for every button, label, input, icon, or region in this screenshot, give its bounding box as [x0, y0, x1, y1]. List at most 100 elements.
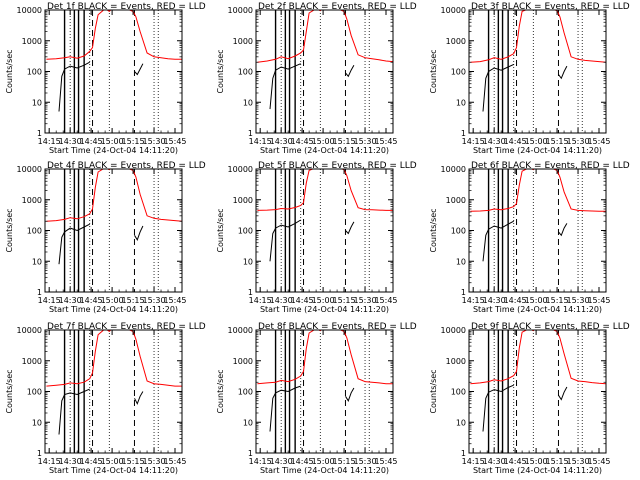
x-tick-label: 14:15 — [38, 296, 61, 305]
x-tick-label: 15:00 — [101, 457, 124, 466]
x-tick-label: 14:45 — [80, 296, 103, 305]
y-tick-label: 1 — [37, 449, 42, 458]
x-tick-label: 15:45 — [374, 296, 397, 305]
series-events — [269, 219, 301, 262]
y-tick-label: 100 — [238, 388, 253, 397]
y-tick-label: 1000 — [233, 357, 253, 366]
y-tick-label: 10 — [32, 418, 42, 427]
y-axis-label: Counts/sec — [429, 49, 438, 93]
series-events — [269, 63, 301, 110]
x-tick-label: 14:30 — [59, 296, 82, 305]
y-tick-label: 10000 — [228, 6, 253, 15]
x-tick-label: 15:00 — [312, 457, 335, 466]
y-axis-label: Counts/sec — [429, 208, 438, 252]
y-tick-label: 1000 — [22, 37, 42, 46]
x-tick-label: 15:15 — [122, 296, 145, 305]
x-tick-label: 15:00 — [525, 137, 548, 146]
plot-area — [257, 330, 393, 453]
x-tick-label: 15:45 — [374, 137, 397, 146]
panel-4: Det 4f BLACK = Events, RED = LLD 1 10 100 10… — [5, 161, 206, 314]
series-lld — [470, 10, 606, 63]
x-tick-label: 14:45 — [504, 296, 527, 305]
y-tick-label: 1000 — [22, 196, 42, 205]
x-tick-label: 14:15 — [249, 137, 272, 146]
series-events — [269, 385, 301, 432]
x-axis-label: Start Time (24-Oct-04 14:11:20) — [49, 466, 178, 475]
x-tick-label: 14:30 — [483, 137, 506, 146]
series-events — [558, 65, 568, 80]
panel-title: Det 6f BLACK = Events, RED = LLD — [471, 161, 630, 171]
y-axis-label: Counts/sec — [5, 49, 14, 93]
x-tick-label: 15:00 — [101, 296, 124, 305]
x-axis-label: Start Time (24-Oct-04 14:11:20) — [260, 146, 389, 155]
series-events — [482, 384, 514, 432]
x-tick-label: 14:15 — [38, 137, 61, 146]
y-tick-label: 1000 — [446, 196, 466, 205]
y-tick-label: 1 — [461, 449, 466, 458]
panel-title: Det 1f BLACK = Events, RED = LLD — [47, 2, 206, 12]
series-lld — [470, 330, 606, 385]
y-tick-label: 10000 — [441, 6, 466, 15]
x-tick-label: 14:30 — [270, 137, 293, 146]
x-tick-label: 15:30 — [143, 457, 166, 466]
plot-frame — [255, 9, 394, 134]
x-tick-label: 15:15 — [122, 457, 145, 466]
x-tick-label: 14:15 — [462, 296, 485, 305]
y-tick-label: 1 — [248, 288, 253, 297]
series-events — [58, 61, 90, 112]
y-tick-label: 100 — [451, 388, 466, 397]
series-events — [482, 220, 514, 262]
y-axis-label: Counts/sec — [216, 369, 225, 413]
y-tick-label: 100 — [238, 68, 253, 77]
x-tick-label: 15:15 — [546, 457, 569, 466]
plot-frame — [44, 329, 183, 454]
y-tick-label: 100 — [27, 68, 42, 77]
x-tick-label: 14:15 — [249, 296, 272, 305]
y-tick-label: 100 — [451, 68, 466, 77]
y-tick-label: 10000 — [17, 6, 42, 15]
panel-title: Det 2f BLACK = Events, RED = LLD — [258, 2, 417, 12]
y-tick-label: 1000 — [233, 37, 253, 46]
y-axis-label: Counts/sec — [216, 208, 225, 252]
plot-area — [470, 169, 606, 292]
x-tick-label: 15:30 — [354, 457, 377, 466]
series-events — [134, 391, 144, 405]
plot-area — [257, 10, 393, 133]
plot-area — [46, 330, 182, 453]
plot-area — [257, 169, 393, 292]
series-events — [134, 225, 144, 241]
series-lld — [470, 169, 606, 212]
x-tick-label: 14:30 — [270, 457, 293, 466]
y-axis-label: Counts/sec — [216, 49, 225, 93]
x-tick-label: 14:30 — [59, 137, 82, 146]
y-tick-label: 1 — [37, 129, 42, 138]
plot-area — [470, 10, 606, 133]
x-tick-label: 15:45 — [163, 296, 186, 305]
y-tick-label: 1 — [37, 288, 42, 297]
y-tick-label: 100 — [238, 227, 253, 236]
plot-area — [46, 10, 182, 133]
x-tick-label: 15:00 — [525, 457, 548, 466]
y-tick-label: 10 — [243, 98, 253, 107]
x-tick-label: 15:30 — [143, 137, 166, 146]
plot-frame — [255, 168, 394, 293]
series-events — [58, 388, 90, 435]
x-tick-label: 15:15 — [546, 296, 569, 305]
y-tick-label: 10 — [456, 98, 466, 107]
x-tick-label: 14:45 — [80, 457, 103, 466]
x-tick-label: 15:45 — [587, 137, 610, 146]
series-lld — [257, 169, 393, 211]
series-lld — [257, 10, 393, 63]
x-tick-label: 14:15 — [462, 137, 485, 146]
panel-title: Det 3f BLACK = Events, RED = LLD — [471, 2, 630, 12]
x-tick-label: 15:30 — [354, 296, 377, 305]
y-tick-label: 10000 — [228, 165, 253, 174]
x-axis-label: Start Time (24-Oct-04 14:11:20) — [260, 466, 389, 475]
y-tick-label: 10000 — [17, 165, 42, 174]
x-tick-label: 15:30 — [567, 296, 590, 305]
x-tick-label: 15:45 — [587, 296, 610, 305]
y-tick-label: 10000 — [17, 326, 42, 335]
x-axis-label: Start Time (24-Oct-04 14:11:20) — [473, 146, 602, 155]
x-tick-label: 15:30 — [567, 457, 590, 466]
y-axis-label: Counts/sec — [429, 369, 438, 413]
